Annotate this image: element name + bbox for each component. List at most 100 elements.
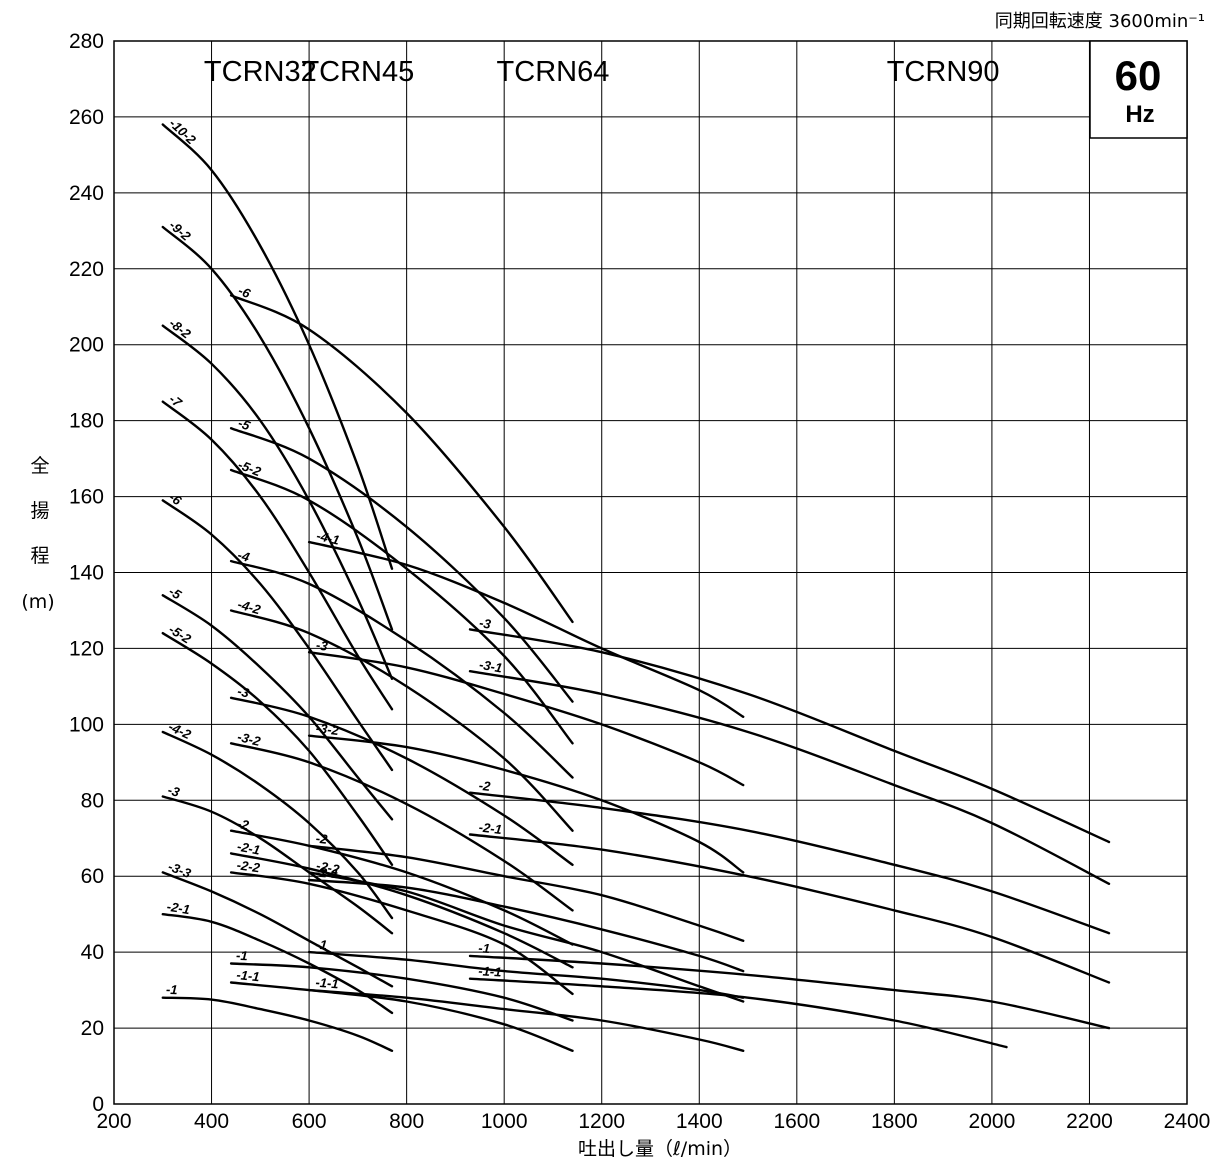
y-axis-title: 全 揚 程 (m) xyxy=(21,455,54,613)
series-label-TCRN64-1: -1 xyxy=(315,937,328,953)
series-label-TCRN64-4-1: -4-1 xyxy=(315,528,341,548)
x-tick-label-1800: 1800 xyxy=(871,1110,918,1133)
curve-TCRN45-3-17 xyxy=(229,696,574,866)
series-label-TCRN45-3: -3 xyxy=(236,683,252,700)
series-label-TCRN90-2-1: -2-1 xyxy=(478,820,503,838)
y-tick-label-120: 120 xyxy=(69,637,104,660)
curve-TCRN45-6-12 xyxy=(229,294,574,624)
group-label-TCRN64: TCRN64 xyxy=(497,56,610,88)
series-label-TCRN64-2: -2 xyxy=(315,831,329,847)
x-tick-label-1400: 1400 xyxy=(676,1110,723,1133)
curve-TCRN45-4-15 xyxy=(229,559,574,779)
series-label-TCRN90-1-1: -1-1 xyxy=(478,963,502,979)
y-tick-label-240: 240 xyxy=(69,182,104,205)
curve-TCRN64-1-30 xyxy=(307,950,745,999)
x-tick-label-400: 400 xyxy=(194,1110,229,1133)
curve-TCRN90-3-32 xyxy=(468,628,1111,844)
y-tick-label-160: 160 xyxy=(69,486,104,509)
y-tick-label-100: 100 xyxy=(69,713,104,736)
series-label-TCRN64-3-2: -3-2 xyxy=(315,721,340,739)
series-label-TCRN32-3: -3 xyxy=(166,782,182,800)
series-label-TCRN32-9-2: -9-2 xyxy=(166,217,194,244)
group-label-TCRN45: TCRN45 xyxy=(301,56,414,88)
y-tick-label-140: 140 xyxy=(69,562,104,585)
x-tick-label-1000: 1000 xyxy=(481,1110,528,1133)
series-label-TCRN32-1: -1 xyxy=(166,982,178,997)
curve-TCRN32-6-4 xyxy=(161,499,394,772)
series-label-TCRN64-1-1: -1-1 xyxy=(315,975,339,992)
curve-TCRN32-5-2-6 xyxy=(161,632,394,866)
series-label-TCRN64-3: -3 xyxy=(315,637,329,654)
performance-curves xyxy=(161,123,1111,1052)
y-axis-title-char-1: 全 xyxy=(30,455,49,477)
series-label-TCRN32-2-1: -2-1 xyxy=(166,899,191,917)
series-label-TCRN45-4: -4 xyxy=(236,547,252,565)
curve-TCRN45-1-22 xyxy=(229,962,574,1022)
curve-TCRN90-1-1-37 xyxy=(468,977,1008,1049)
curve-TCRN64-3-2-26 xyxy=(307,734,745,874)
y-tick-label-260: 260 xyxy=(69,106,104,129)
y-tick-label-220: 220 xyxy=(69,258,104,281)
x-tick-label-600: 600 xyxy=(292,1110,327,1133)
curve-TCRN32-4-2-7 xyxy=(161,730,394,920)
y-axis-title-char-2: 揚 xyxy=(30,500,49,522)
curve-TCRN64-2-1-28 xyxy=(307,878,745,973)
frequency-unit: Hz xyxy=(1125,101,1154,128)
series-label-TCRN64-2-2: -2-2 xyxy=(315,858,341,877)
curve-TCRN32-9-2-1 xyxy=(161,225,394,631)
curve-TCRN32-1-11 xyxy=(161,996,394,1052)
y-tick-label-80: 80 xyxy=(81,789,104,812)
curve-TCRN32-2-1-10 xyxy=(161,913,394,1015)
curve-TCRN45-2-19 xyxy=(229,829,574,946)
x-tick-label-2000: 2000 xyxy=(969,1110,1016,1133)
group-label-TCRN90: TCRN90 xyxy=(887,56,1000,88)
y-tick-label-0: 0 xyxy=(92,1093,104,1116)
curve-TCRN45-2-1-20 xyxy=(229,852,574,969)
y-tick-label-180: 180 xyxy=(69,410,104,433)
curve-TCRN45-5-13 xyxy=(229,427,574,703)
series-label-TCRN45-1-1: -1-1 xyxy=(236,967,260,984)
curve-TCRN32-3-3-9 xyxy=(161,871,394,988)
grid-lines xyxy=(113,40,1188,1105)
x-tick-label-800: 800 xyxy=(389,1110,424,1133)
curve-TCRN45-3-2-18 xyxy=(229,742,574,912)
curve-TCRN45-1-1-23 xyxy=(229,981,574,1052)
series-label-TCRN45-1: -1 xyxy=(236,948,248,964)
series-label-TCRN45-2: -2 xyxy=(236,816,251,833)
tick-labels: 200 400 600 800 1000 1200 1400 1600 1800 2000 2200… xyxy=(69,30,1210,1133)
curve-TCRN32-8-2-2 xyxy=(161,324,394,680)
curve-TCRN32-10-2-0 xyxy=(161,123,394,570)
x-tick-label-2400: 2400 xyxy=(1164,1110,1211,1133)
curve-TCRN32-5-5 xyxy=(161,594,394,821)
curve-TCRN32-3-8 xyxy=(161,795,394,935)
series-label-TCRN64-2-1: -2-1 xyxy=(315,865,339,882)
series-label-TCRN45-2-1: -2-1 xyxy=(236,839,262,858)
y-tick-label-280: 280 xyxy=(69,30,104,53)
series-label-TCRN32-8-2: -8-2 xyxy=(166,315,194,342)
series-label-TCRN90-3-1: -3-1 xyxy=(478,657,503,676)
plot-frame xyxy=(113,40,1188,1105)
group-label-TCRN32: TCRN32 xyxy=(204,56,317,88)
series-label-TCRN45-4-2: -4-2 xyxy=(236,596,263,617)
series-label-TCRN90-1: -1 xyxy=(478,940,490,956)
curve-TCRN64-2-27 xyxy=(307,844,745,942)
frequency-value: 60 xyxy=(1115,52,1162,99)
series-label-TCRN32-3-3: -3-3 xyxy=(166,859,194,882)
series-label-TCRN45-2-2: -2-2 xyxy=(236,857,262,875)
series-label-TCRN45-3-2: -3-2 xyxy=(236,729,263,749)
x-axis-title: 吐出し量（ℓ/min） xyxy=(578,1138,742,1160)
frequency-badge: 60 Hz xyxy=(1089,40,1188,139)
curve-TCRN90-2-34 xyxy=(468,791,1111,935)
curve-TCRN64-1-1-31 xyxy=(307,988,745,1052)
x-tick-label-1200: 1200 xyxy=(578,1110,625,1133)
curve-TCRN90-2-1-35 xyxy=(468,833,1111,984)
curve-TCRN90-1-36 xyxy=(468,954,1111,1030)
y-axis-title-unit: (m) xyxy=(21,591,54,613)
y-tick-label-60: 60 xyxy=(81,865,104,888)
speed-note: 同期回転速度 3600min⁻¹ xyxy=(995,11,1205,32)
y-axis-title-char-3: 程 xyxy=(30,545,49,567)
series-label-TCRN90-2: -2 xyxy=(478,778,492,794)
y-tick-label-20: 20 xyxy=(81,1017,104,1040)
